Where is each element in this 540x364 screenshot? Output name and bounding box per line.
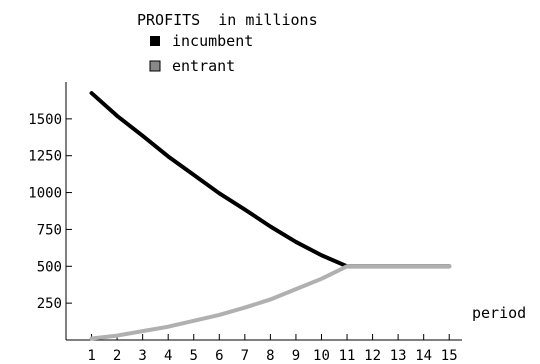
x-tick-label: 10 (313, 348, 330, 364)
x-tick-label: 13 (390, 348, 407, 364)
y-tick-label: 750 (37, 222, 62, 238)
x-tick-label: 8 (266, 348, 274, 364)
x-tick-label: 15 (441, 348, 458, 364)
x-tick-label: 4 (164, 348, 172, 364)
y-tick-label: 1250 (28, 149, 62, 165)
series-group (89, 91, 452, 341)
x-tick-label: 9 (292, 348, 300, 364)
legend-label-entrant: entrant (172, 57, 235, 75)
x-tick-label: 5 (190, 348, 198, 364)
y-tick-label: 1500 (28, 112, 62, 128)
legend-label-incumbent: incumbent (172, 32, 253, 50)
legend: incumbent entrant (149, 32, 253, 75)
y-axis-ticks: 250 500 750 1000 1250 1500 (28, 112, 72, 312)
x-tick-label: 6 (215, 348, 223, 364)
legend-swatch-incumbent (150, 36, 160, 46)
y-tick-label: 250 (37, 296, 62, 312)
series-line-entrant (89, 264, 452, 341)
x-tick-label: 14 (415, 348, 432, 364)
series-line-incumbent (89, 91, 452, 269)
x-tick-label: 3 (138, 348, 146, 364)
x-axis-label: period (472, 304, 526, 322)
x-tick-label: 7 (241, 348, 249, 364)
x-tick-label: 11 (339, 348, 356, 364)
y-tick-label: 500 (37, 259, 62, 275)
x-tick-label: 2 (113, 348, 121, 364)
x-tick-label: 1 (87, 348, 95, 364)
y-tick-label: 1000 (28, 186, 62, 202)
legend-swatch-entrant (149, 60, 161, 72)
x-tick-label: 12 (364, 348, 381, 364)
chart-title: PROFITS in millions (137, 11, 318, 29)
x-axis-ticks: 1 2 3 4 5 6 7 8 9 10 11 12 13 14 15 (87, 334, 458, 364)
